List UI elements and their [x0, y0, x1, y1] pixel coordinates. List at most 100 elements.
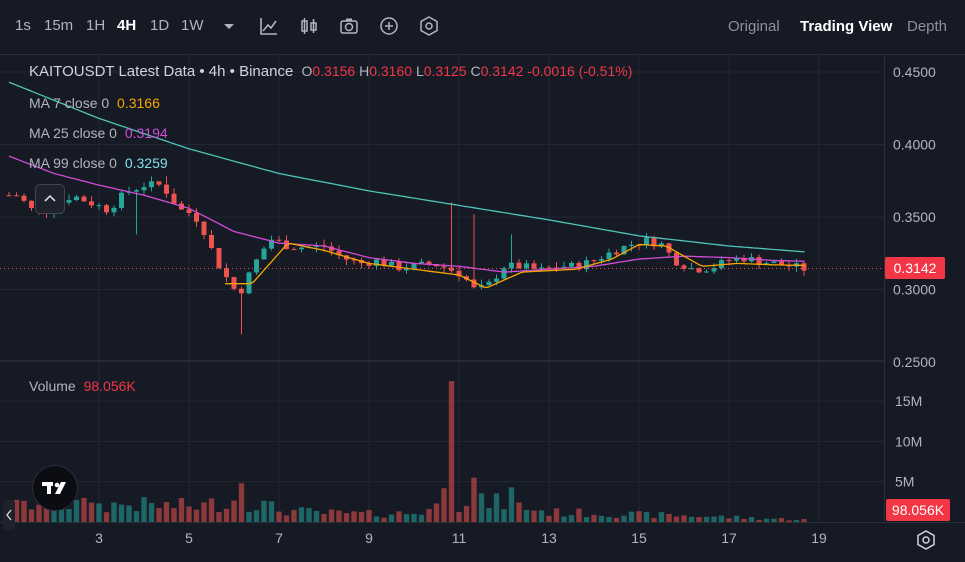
ma7-label: MA 7 close 0	[29, 95, 110, 111]
candle-body	[389, 261, 394, 266]
volume-bar	[771, 518, 777, 522]
candle-body	[786, 265, 792, 267]
volume-value: 98.056K	[83, 378, 136, 394]
volume-bar	[703, 516, 710, 522]
candle-body	[801, 263, 807, 271]
interval-1w-button[interactable]: 1W	[181, 17, 204, 34]
ma7-legend: MA 7 close 0 0.3166	[29, 95, 160, 111]
symbol-legend: KAITOUSDT Latest Data • 4h • Binance O0.…	[29, 63, 632, 80]
volume-bar	[141, 497, 147, 522]
candle-body	[194, 213, 199, 222]
time-tick-label: 11	[452, 530, 467, 546]
candle-body	[629, 244, 634, 246]
candle-body	[771, 261, 777, 264]
tradingview-logo[interactable]	[32, 465, 78, 511]
volume-bar	[328, 509, 335, 522]
volume-bar	[546, 515, 552, 522]
volume-bar	[726, 518, 732, 522]
price-tick-label: 0.3000	[893, 282, 936, 298]
volume-bar	[613, 517, 620, 522]
candle-body	[764, 263, 769, 265]
volume-bar	[523, 509, 530, 522]
price-tick-label: 0.4500	[893, 64, 936, 80]
tradingview-logo-icon	[42, 482, 66, 494]
candle-body	[261, 248, 267, 260]
candle-body	[186, 209, 192, 214]
exchange-label: Binance	[239, 63, 294, 80]
candle-body	[539, 267, 544, 269]
candle-body	[246, 272, 252, 294]
interval-1d-button[interactable]: 1D	[150, 17, 170, 34]
high-value: 0.3160	[369, 63, 413, 79]
candle-body	[381, 259, 387, 266]
volume-bar	[696, 517, 702, 522]
candle-body	[711, 268, 717, 272]
candle-body	[74, 196, 79, 201]
candle-body	[591, 260, 597, 262]
volume-bar	[628, 511, 635, 522]
volume-bar	[418, 514, 425, 522]
last-volume-tag: 98.056K	[886, 499, 950, 521]
candle-type-icon[interactable]	[298, 15, 320, 37]
add-circle-icon[interactable]	[378, 15, 400, 37]
view-original-tab[interactable]: Original	[728, 18, 780, 35]
ma99-legend: MA 99 close 0 0.3259	[29, 155, 168, 171]
candle-body	[419, 261, 424, 264]
camera-icon[interactable]	[338, 15, 360, 37]
interval-4h-button[interactable]: 4H	[117, 17, 137, 34]
ma25-legend: MA 25 close 0 0.3194	[29, 125, 168, 141]
candle-body	[276, 239, 282, 241]
view-tradingview-tab[interactable]: Trading View	[800, 18, 893, 35]
candle-body	[501, 268, 507, 279]
candle-body	[456, 270, 462, 277]
candle-body	[96, 205, 102, 207]
volume-bar	[216, 512, 222, 522]
volume-bar	[111, 502, 117, 522]
candle-body	[561, 266, 567, 268]
volume-bar	[148, 503, 155, 522]
volume-bar	[778, 518, 785, 522]
time-tick-label: 9	[365, 530, 373, 546]
candle-body	[239, 288, 244, 294]
volume-bar	[651, 518, 657, 522]
interval-1h-button[interactable]: 1H	[86, 17, 106, 34]
volume-bar	[456, 512, 462, 522]
candle-body	[621, 245, 627, 255]
last-price-tag: 0.3142	[885, 257, 945, 279]
candle-body	[29, 200, 34, 209]
volume-tick-label: 10M	[895, 433, 922, 449]
candle-body	[134, 190, 139, 192]
volume-bar	[463, 505, 470, 522]
indicators-icon[interactable]	[258, 15, 280, 37]
volume-bar	[313, 510, 320, 522]
close-value: 0.3142	[480, 63, 524, 79]
volume-bar	[358, 511, 365, 522]
side-panel-toggle[interactable]	[3, 500, 15, 530]
volume-bar	[261, 500, 267, 522]
chart-settings-icon[interactable]	[914, 528, 938, 552]
interval-1s-button[interactable]: 1s	[15, 17, 31, 34]
volume-bar	[163, 502, 170, 522]
candle-body	[104, 205, 109, 213]
collapse-legend-button[interactable]	[35, 184, 65, 214]
candle-body	[201, 221, 207, 235]
candle-body	[171, 193, 177, 204]
candle-body	[111, 207, 117, 213]
volume-bar	[403, 514, 410, 522]
candle-body	[546, 267, 552, 269]
view-depth-tab[interactable]: Depth	[907, 18, 948, 35]
ma25-line	[8, 155, 805, 273]
candle-body	[411, 263, 417, 269]
volume-bar	[561, 516, 567, 522]
candle-body	[584, 260, 589, 270]
settings-hex-icon[interactable]	[418, 15, 440, 37]
legend-dot: •	[229, 63, 235, 80]
volume-bar	[441, 488, 447, 522]
candle-body	[366, 263, 372, 266]
chevron-down-icon[interactable]	[218, 15, 240, 37]
volume-bar	[36, 504, 42, 522]
volume-bar	[366, 509, 372, 522]
interval-15m-button[interactable]: 15m	[44, 17, 74, 34]
candle-body	[6, 195, 12, 197]
